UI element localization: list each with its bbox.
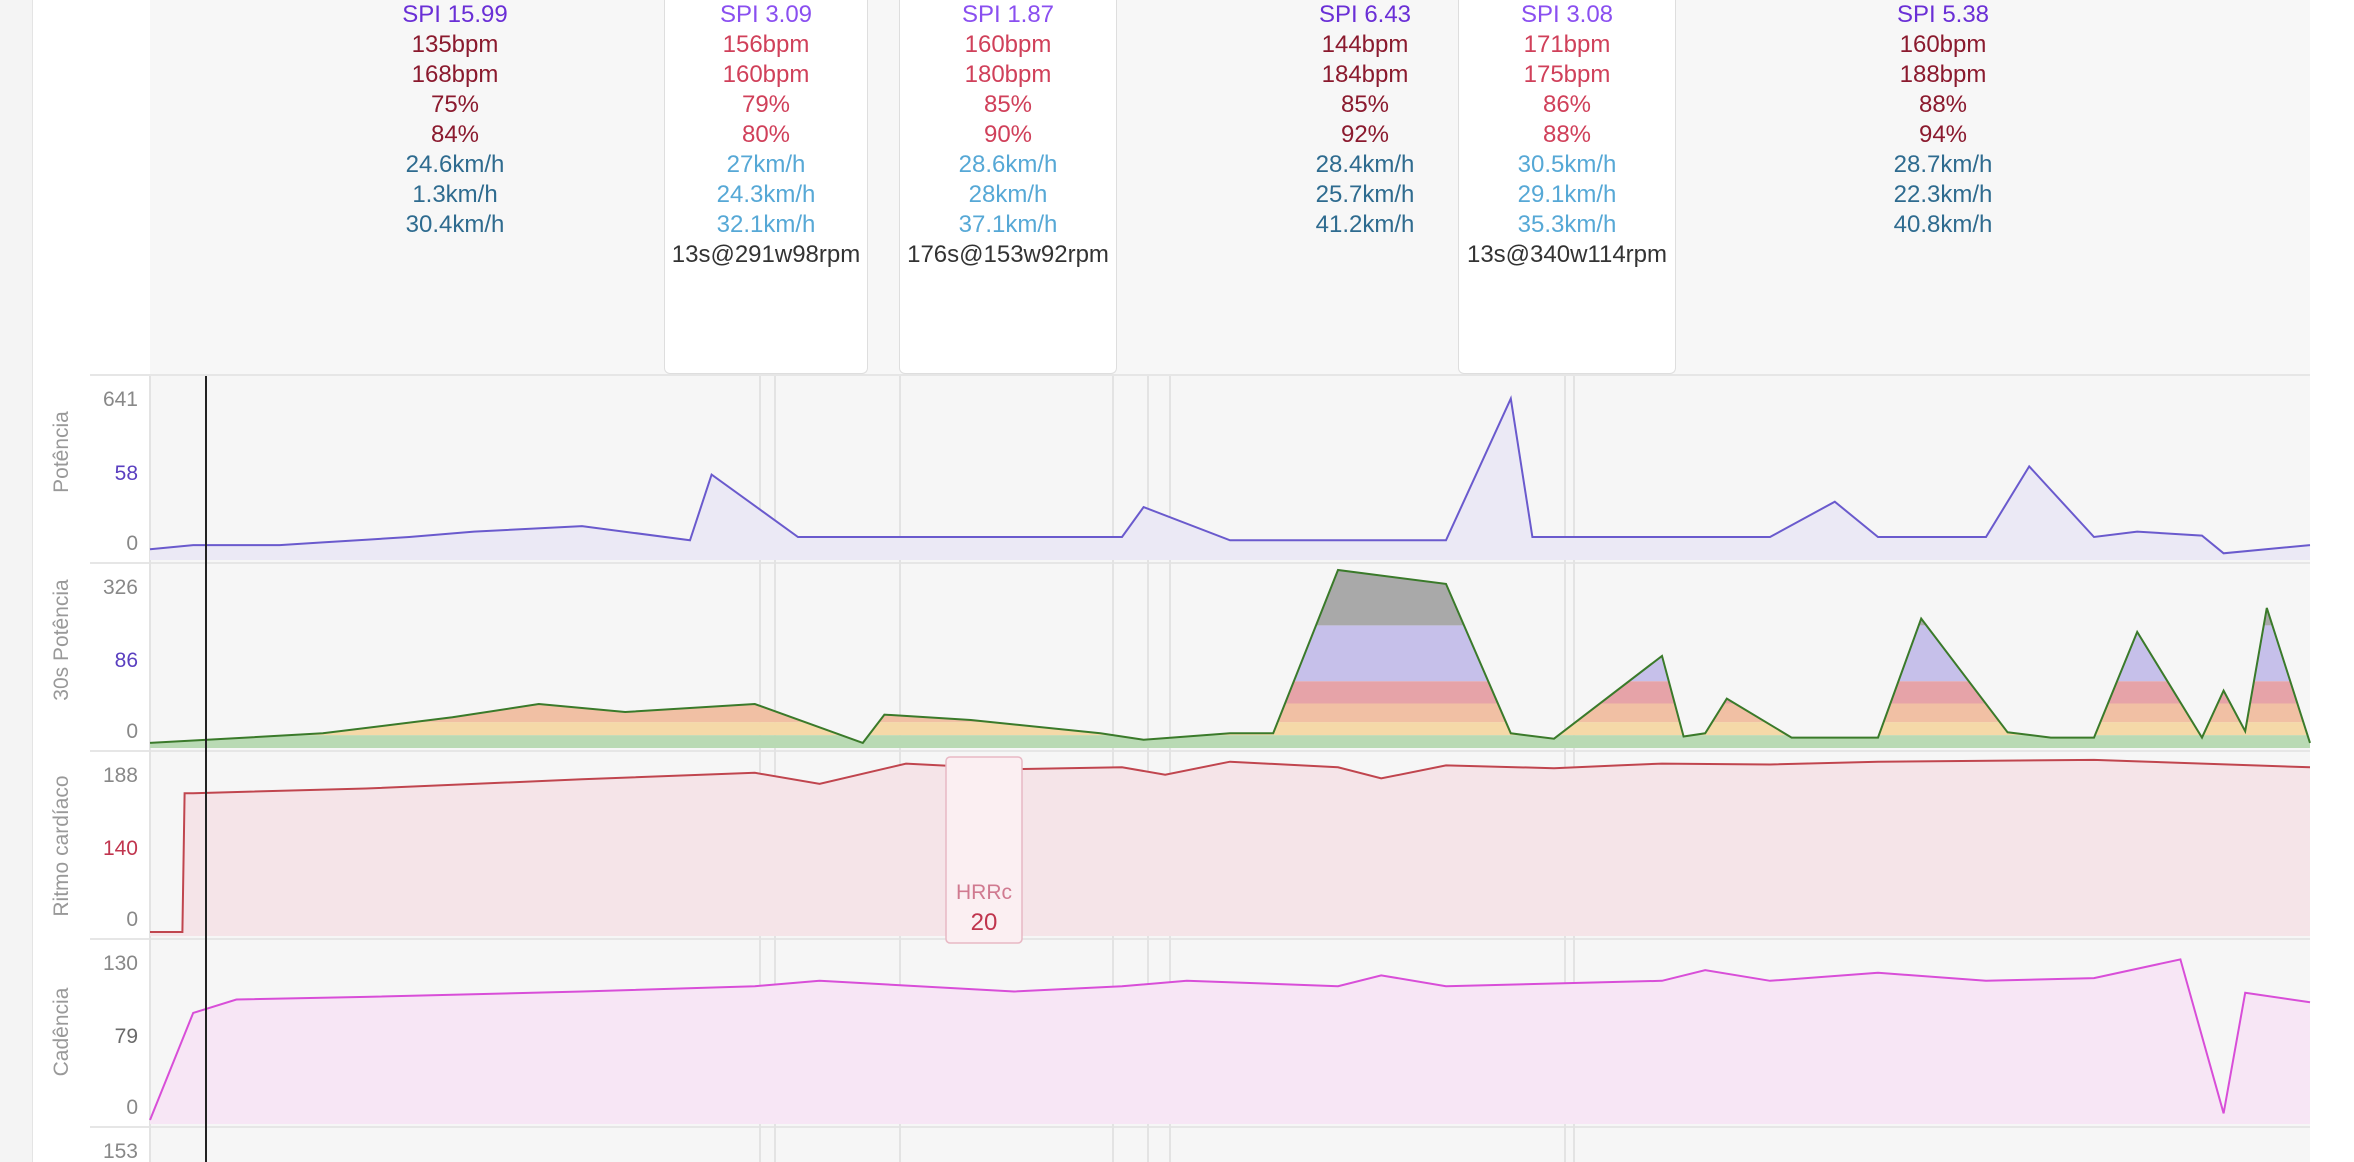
- interval-summary[interactable]: SPI 5.38 160bpm 188bpm 88% 94% 28.7km/h …: [1848, 0, 2038, 240]
- hrrc-value: 20: [971, 909, 998, 936]
- interval-speed-min: 24.3km/h: [716, 181, 816, 208]
- interval-effort: 13s@291w98rpm: [671, 241, 861, 268]
- interval-speed-max: 41.2km/h: [1315, 211, 1415, 238]
- series-area-3: [150, 959, 2310, 1124]
- interval-spi: SPI 3.09: [719, 1, 813, 28]
- interval-speed-avg: 27km/h: [726, 151, 806, 178]
- interval-spi: SPI 5.38: [1896, 1, 1990, 28]
- power30s-tick-mid: 86: [115, 649, 138, 672]
- interval-speed-max: 37.1km/h: [958, 211, 1058, 238]
- hrrc-label: HRRc: [956, 881, 1012, 904]
- interval-speed-max: 40.8km/h: [1893, 211, 1993, 238]
- interval-speed-avg: 28.4km/h: [1315, 151, 1415, 178]
- hr-tick-max: 188: [103, 764, 138, 787]
- interval-speed-avg: 30.5km/h: [1517, 151, 1617, 178]
- hr-ylabel: Ritmo cardíaco: [50, 775, 73, 916]
- power-tick-min: 0: [126, 532, 138, 555]
- cadence-ylabel: Cadência: [50, 987, 73, 1076]
- interval-hr-avg: 160bpm: [1899, 31, 1987, 58]
- interval-hr-avg: 160bpm: [964, 31, 1052, 58]
- series-line-1: [149, 568, 2311, 745]
- interval-speed-min: 29.1km/h: [1517, 181, 1617, 208]
- interval-speed-max: 30.4km/h: [405, 211, 505, 238]
- hr-tick-min: 0: [126, 908, 138, 931]
- hrrc-annotation[interactable]: HRRc 20: [945, 756, 1023, 944]
- power30s-ylabel: 30s Potência: [50, 579, 73, 701]
- cadence-tick-mid: 79: [115, 1025, 138, 1048]
- interval-hr-max: 188bpm: [1899, 61, 1987, 88]
- interval-hr-pct-avg: 85%: [983, 91, 1033, 118]
- interval-spi: SPI 15.99: [402, 1, 508, 28]
- interval-hr-max: 175bpm: [1523, 61, 1611, 88]
- power-zone-band: [150, 735, 2310, 748]
- interval-hr-pct-max: 88%: [1542, 121, 1592, 148]
- power-tick-mid: 58: [115, 462, 138, 485]
- interval-effort: 13s@340w114rpm: [1466, 241, 1668, 268]
- interval-hr-pct-max: 90%: [983, 121, 1033, 148]
- interval-summary-selected[interactable]: SPI 1.87 160bpm 180bpm 85% 90% 28.6km/h …: [899, 0, 1117, 374]
- interval-summary[interactable]: SPI 6.43 144bpm 184bpm 85% 92% 28.4km/h …: [1270, 0, 1460, 240]
- interval-speed-min: 25.7km/h: [1315, 181, 1415, 208]
- sidebar-edge: [0, 0, 33, 1162]
- power30s-tick-max: 326: [103, 576, 138, 599]
- interval-hr-max: 180bpm: [964, 61, 1052, 88]
- interval-spi: SPI 1.87: [961, 1, 1055, 28]
- interval-speed-max: 35.3km/h: [1517, 211, 1617, 238]
- interval-speed-max: 32.1km/h: [716, 211, 816, 238]
- interval-hr-max: 160bpm: [722, 61, 810, 88]
- speed-tick-max: 153: [103, 1140, 138, 1162]
- hr-tick-mid: 140: [103, 837, 138, 860]
- power30s-tick-min: 0: [126, 720, 138, 743]
- interval-speed-avg: 28.6km/h: [958, 151, 1058, 178]
- interval-speed-avg: 28.7km/h: [1893, 151, 1993, 178]
- interval-hr-avg: 156bpm: [722, 31, 810, 58]
- interval-speed-min: 1.3km/h: [412, 181, 498, 208]
- interval-hr-avg: 135bpm: [411, 31, 499, 58]
- interval-hr-pct-max: 80%: [741, 121, 791, 148]
- interval-hr-avg: 171bpm: [1523, 31, 1611, 58]
- interval-header-background: [150, 0, 2310, 375]
- interval-hr-pct-avg: 88%: [1918, 91, 1968, 118]
- series-line-3: [149, 958, 2311, 1121]
- interval-hr-pct-max: 84%: [430, 121, 480, 148]
- interval-hr-pct-avg: 75%: [430, 91, 480, 118]
- cadence-tick-max: 130: [103, 952, 138, 975]
- interval-hr-avg: 144bpm: [1321, 31, 1409, 58]
- series-line-2: [150, 758, 2311, 933]
- interval-hr-pct-max: 92%: [1340, 121, 1390, 148]
- series-area-0: [150, 398, 2310, 560]
- interval-spi: SPI 3.08: [1520, 1, 1614, 28]
- interval-summary-selected[interactable]: SPI 3.08 171bpm 175bpm 86% 88% 30.5km/h …: [1458, 0, 1676, 374]
- interval-summary-selected[interactable]: SPI 3.09 156bpm 160bpm 79% 80% 27km/h 24…: [664, 0, 868, 374]
- power-ylabel: Potência: [50, 411, 73, 493]
- interval-hr-pct-avg: 86%: [1542, 91, 1592, 118]
- interval-hr-pct-avg: 79%: [741, 91, 791, 118]
- interval-summary[interactable]: SPI 15.99 135bpm 168bpm 75% 84% 24.6km/h…: [360, 0, 550, 240]
- interval-speed-min: 22.3km/h: [1893, 181, 1993, 208]
- interval-hr-pct-max: 94%: [1918, 121, 1968, 148]
- chart-panel-bg: [150, 1128, 2310, 1162]
- series-line-0: [149, 395, 2311, 555]
- interval-hr-pct-avg: 85%: [1340, 91, 1390, 118]
- interval-spi: SPI 6.43: [1318, 1, 1412, 28]
- interval-effort: 176s@153w92rpm: [907, 241, 1109, 268]
- interval-hr-max: 168bpm: [411, 61, 499, 88]
- power-tick-max: 641: [103, 388, 138, 411]
- series-area-2: [150, 759, 2310, 936]
- interval-hr-max: 184bpm: [1321, 61, 1409, 88]
- interval-speed-min: 28km/h: [968, 181, 1048, 208]
- cadence-tick-min: 0: [126, 1096, 138, 1119]
- interval-summaries: SPI 15.99 135bpm 168bpm 75% 84% 24.6km/h…: [0, 0, 2354, 375]
- interval-speed-avg: 24.6km/h: [405, 151, 505, 178]
